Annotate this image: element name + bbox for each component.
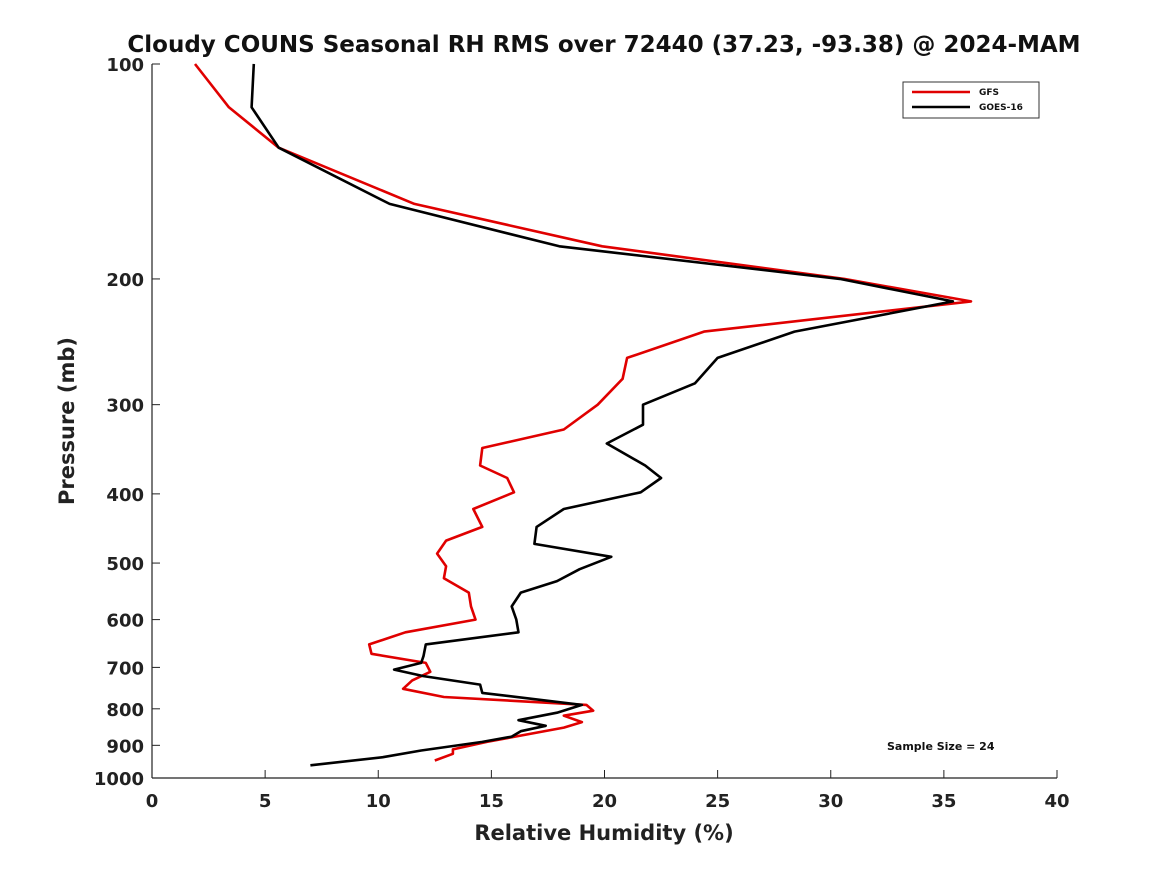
- y-axis-label: Pressure (mb): [55, 337, 79, 505]
- x-tick-label: 35: [931, 791, 956, 812]
- y-tick-label: 600: [106, 611, 144, 632]
- x-axis-label: Relative Humidity (%): [474, 821, 733, 845]
- series-line-gfs: [193, 63, 973, 762]
- y-tick-label: 100: [106, 55, 144, 76]
- x-tick-label: 30: [818, 791, 843, 812]
- y-tick-label: 200: [106, 270, 144, 291]
- legend-label-goes16: GOES-16: [979, 103, 1023, 113]
- x-tick-label: 25: [705, 791, 730, 812]
- series-lines: [193, 63, 973, 767]
- sample-size-annotation: Sample Size = 24: [887, 740, 995, 753]
- y-tick-label: 400: [106, 485, 144, 506]
- tick-marks: 0 5 10 15 20 25 30 35 40 100 200 300 400 500 600 700 800…: [94, 55, 1070, 812]
- x-tick-label: 20: [592, 791, 617, 812]
- y-tick-label: 1000: [94, 769, 144, 790]
- y-tick-label: 300: [106, 396, 144, 417]
- y-tick-label: 500: [106, 554, 144, 575]
- x-tick-label: 10: [366, 791, 391, 812]
- y-tick-label: 900: [106, 736, 144, 757]
- series-line-goes16: [250, 63, 955, 767]
- x-tick-label: 5: [259, 791, 272, 812]
- y-tick-label: 800: [106, 700, 144, 721]
- legend-box: [902, 81, 1040, 119]
- x-tick-label: 15: [479, 791, 504, 812]
- x-tick-label: 40: [1044, 791, 1069, 812]
- legend-label-gfs: GFS: [979, 88, 999, 98]
- y-tick-label: 700: [106, 658, 144, 679]
- chart-title: Cloudy COUNS Seasonal RH RMS over 72440 …: [127, 32, 1080, 58]
- legend: GFS GOES-16: [902, 81, 1040, 119]
- x-tick-label: 0: [146, 791, 159, 812]
